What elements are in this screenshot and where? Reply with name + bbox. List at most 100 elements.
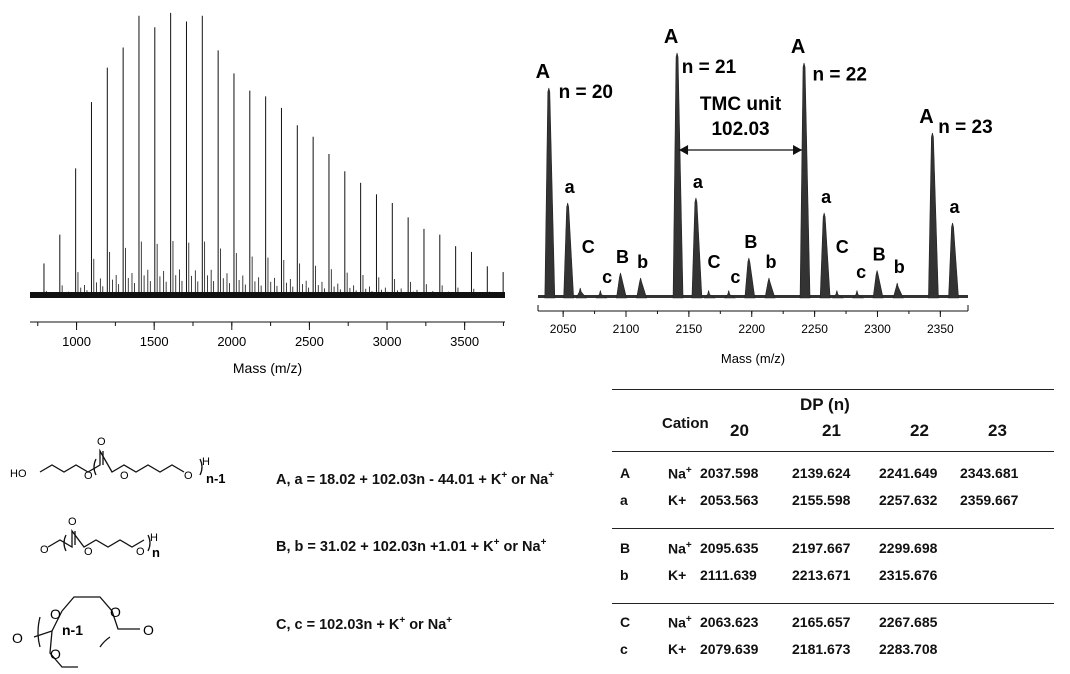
col-header-20: 20 — [730, 421, 749, 440]
structures-panel: HO O O O O H n-1 O O O O H n O O O O O n… — [10, 436, 226, 668]
table-cell: 2155.598 — [792, 492, 851, 508]
table-cell: 2299.698 — [879, 540, 938, 556]
bracket-arrow-right — [793, 145, 803, 155]
cation-charge: + — [685, 465, 692, 476]
structure-b-sub: n — [152, 545, 160, 560]
zoomed-mass-spectrum: Aa B b Aa Bb Aa Bb Aa n = 20 n = 21 n = 22 n = 23 Cc… — [536, 26, 993, 366]
structure-c-o2: O — [12, 630, 23, 646]
peak-11 — [764, 277, 776, 299]
x-tick-label-1000: 1000 — [62, 334, 91, 349]
structure-b-o1: O — [40, 544, 49, 556]
peak-4 — [616, 272, 627, 299]
structure-a — [39, 448, 203, 476]
table-header-rule — [612, 451, 1054, 452]
table-cell: 2139.624 — [792, 465, 851, 481]
structure-b-o4: O — [136, 546, 145, 558]
structure-a-h: H — [202, 456, 210, 468]
cation-text: Na — [668, 540, 686, 557]
peak-7 — [691, 197, 703, 299]
x-tick-label-2200: 2200 — [738, 322, 765, 336]
structure-c-o4: O — [110, 604, 121, 620]
row-label-b: b — [620, 567, 629, 583]
row-cation: Na+ — [668, 614, 692, 631]
structure-a-ho: HO — [10, 468, 27, 480]
peak-label-11: b — [765, 252, 776, 272]
cation-text: Na — [668, 465, 686, 482]
cation-text: K+ — [668, 641, 687, 657]
cation-charge: + — [685, 540, 692, 551]
peak-label-10: B — [744, 232, 757, 252]
dp-table: DP (n) Cation 20 21 22 23 A Na+ 2037.598 21… — [612, 385, 1067, 674]
table-cell: 2165.657 — [792, 614, 851, 630]
peak-6 — [672, 52, 684, 299]
table-cell: 2037.598 — [700, 465, 759, 481]
row-cation: K+ — [668, 567, 686, 583]
x-axis-label: Mass (m/z) — [233, 360, 302, 376]
peak-label-18: A — [919, 106, 933, 128]
annotation-7: c — [730, 267, 740, 287]
annotation-1: n = 21 — [682, 57, 737, 78]
peak-9 — [724, 290, 736, 299]
table-group-rule-2 — [612, 603, 1054, 604]
structure-c-sub: n-1 — [62, 622, 83, 638]
cation-charge: + — [685, 614, 692, 625]
table-cell: 2283.708 — [879, 641, 938, 657]
table-cell: 2343.681 — [960, 465, 1019, 481]
cation-text: Na — [668, 614, 686, 631]
structure-c — [33, 596, 140, 668]
row-label-a: a — [620, 492, 628, 508]
row-cation: K+ — [668, 641, 686, 657]
x-tick-label-2500: 2500 — [295, 334, 324, 349]
x-tick-label-2100: 2100 — [613, 322, 640, 336]
x-tick-label-3000: 3000 — [373, 334, 402, 349]
peak-label-0: A — [536, 61, 550, 83]
col-header-23: 23 — [988, 421, 1007, 440]
x-tick-label-2150: 2150 — [676, 322, 703, 336]
x-tick-label-1500: 1500 — [140, 334, 169, 349]
annotation-9: c — [856, 262, 866, 282]
peak-13 — [819, 212, 831, 299]
row-label-C: C — [620, 614, 631, 630]
bracket-arrow-left — [679, 145, 689, 155]
table-cell: 2359.667 — [960, 492, 1019, 508]
equation-a: A, a = 18.02 + 102.03n - 44.01 + K+ or N… — [276, 470, 555, 488]
x-tick-label-3500: 3500 — [450, 334, 479, 349]
peak-3 — [595, 290, 608, 299]
structure-a-o2: O — [97, 436, 106, 448]
table-cell: 2063.623 — [700, 614, 759, 630]
table-cell: 2095.635 — [700, 540, 759, 556]
structure-b-h: H — [150, 532, 158, 544]
x-tick-label-2300: 2300 — [864, 322, 891, 336]
table-cell: 2197.667 — [792, 540, 851, 556]
peak-label-6: A — [664, 26, 678, 48]
structure-b — [47, 529, 151, 552]
annotation-4: C — [582, 237, 595, 257]
peak-14 — [832, 290, 844, 299]
peak-8 — [703, 290, 716, 299]
structure-a-o1: O — [84, 470, 93, 482]
cation-text: K+ — [668, 567, 687, 583]
peak-15 — [852, 290, 864, 299]
peak-label-1: a — [565, 177, 576, 197]
x-tick-label-2050: 2050 — [550, 322, 577, 336]
peak-10 — [744, 257, 756, 299]
annotation-3: n = 23 — [938, 117, 992, 138]
cation-header: Cation — [662, 415, 709, 432]
table-cell: 2053.563 — [700, 492, 759, 508]
peak-1 — [563, 202, 574, 299]
row-cation: Na+ — [668, 465, 692, 482]
structure-b-o3: O — [84, 546, 93, 558]
table-cell: 2257.632 — [879, 492, 938, 508]
row-label-c: c — [620, 641, 628, 657]
x-axis-label: Mass (m/z) — [721, 351, 785, 366]
peak-label-13: a — [821, 187, 832, 207]
peak-label-4: B — [616, 247, 629, 267]
peak-label-7: a — [693, 172, 704, 192]
structure-a-o4: O — [184, 470, 193, 482]
table-cell: 2315.676 — [879, 567, 938, 583]
peak-label-12: A — [791, 36, 805, 58]
annotation-2: n = 22 — [813, 65, 867, 86]
structure-c-o5: O — [143, 622, 154, 638]
x-tick-label-2350: 2350 — [927, 322, 954, 336]
annotation-5: c — [602, 267, 612, 287]
